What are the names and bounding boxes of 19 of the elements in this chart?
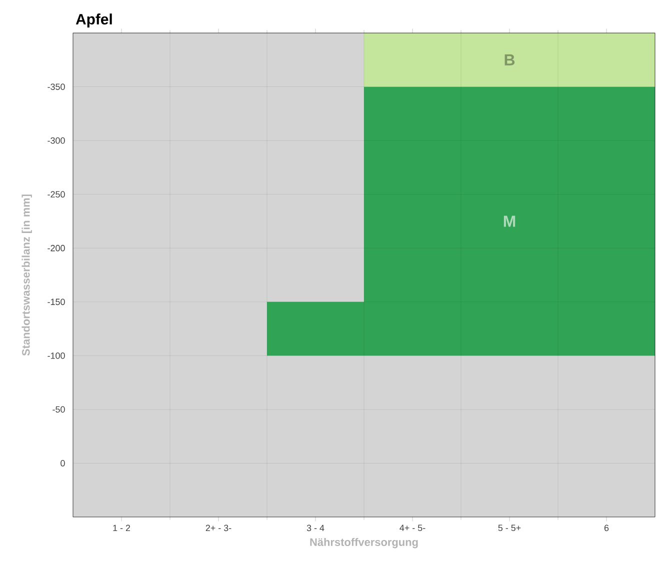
y-axis-title: Standortswasserbilanz [in mm] bbox=[22, 194, 32, 356]
series-label: M bbox=[504, 216, 516, 227]
y-tick-label: -150 bbox=[48, 298, 65, 306]
x-tick-label: 1 - 2 bbox=[113, 524, 130, 532]
y-tick-label: -350 bbox=[48, 84, 65, 90]
chart-title: Apfel bbox=[76, 14, 112, 28]
x-tick-label: 2+ - 3- bbox=[206, 524, 232, 532]
x-tick-label: 4+ - 5- bbox=[400, 524, 426, 532]
y-tick-label: -200 bbox=[48, 244, 65, 252]
x-tick-label: 6 bbox=[604, 524, 609, 532]
y-tick-label: -50 bbox=[52, 406, 65, 413]
x-axis-title: Nährstoffversorgung bbox=[310, 538, 418, 548]
x-tick-label: 3 - 4 bbox=[306, 524, 324, 532]
y-tick-label: -100 bbox=[48, 352, 65, 359]
series-label: B bbox=[504, 54, 515, 66]
y-tick-label: 0 bbox=[60, 460, 65, 466]
y-tick-label: -300 bbox=[48, 137, 65, 144]
x-tick-label: 5 - 5+ bbox=[498, 524, 521, 532]
y-tick-label: -250 bbox=[48, 191, 65, 198]
